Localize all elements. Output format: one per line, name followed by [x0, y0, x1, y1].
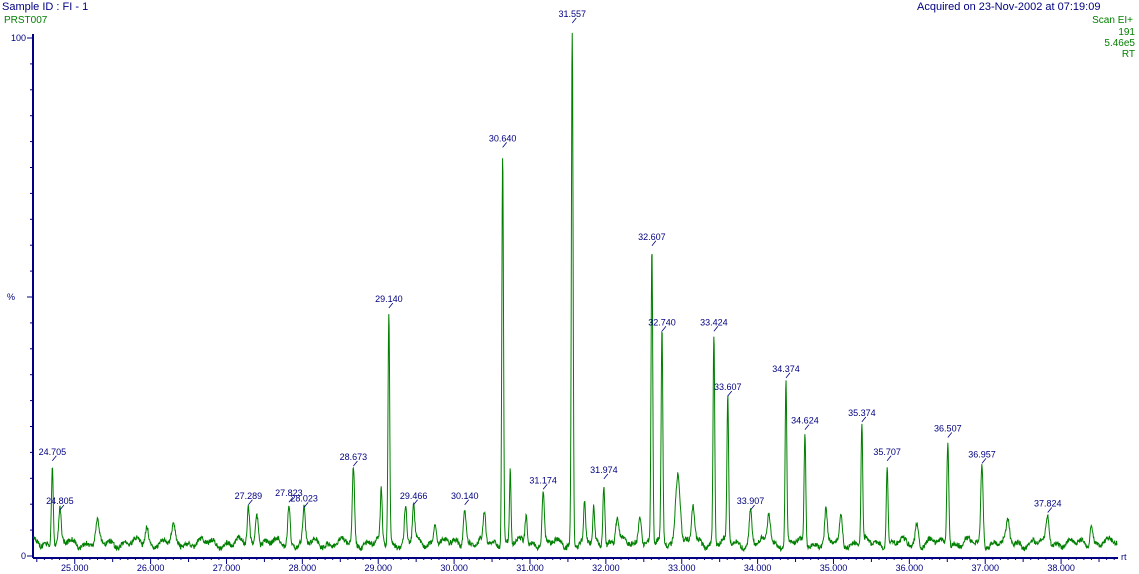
peak-leader [886, 455, 892, 462]
peak-label: 27.823 [275, 488, 303, 498]
file-name: PRST007 [4, 15, 48, 26]
max-intensity: 5.46e5 [1104, 38, 1135, 49]
peak-label: 36.507 [934, 423, 962, 433]
x-tick-label: 25.000 [61, 563, 89, 573]
x-tick-label: 32.000 [592, 563, 620, 573]
peak-leader [52, 455, 57, 462]
peak-label: 30.640 [489, 133, 517, 143]
peak-leader [542, 484, 548, 490]
peak-leader [785, 372, 791, 379]
acquired-timestamp: Acquired on 23-Nov-2002 at 07:19:09 [917, 1, 1101, 13]
peak-label: 33.424 [700, 317, 728, 327]
x-axis-label: rt [1121, 552, 1127, 562]
peak-leader [388, 302, 394, 309]
x-tick-label: 34.000 [744, 563, 772, 573]
trace-type: RT [1121, 49, 1135, 60]
peak-leader [661, 326, 667, 332]
x-tick-label: 36.000 [896, 563, 924, 573]
sample-id: Sample ID : FI - 1 [2, 1, 89, 13]
x-tick-label: 37.000 [971, 563, 999, 573]
peak-leader [603, 473, 609, 480]
peak-leader [713, 326, 719, 332]
peak-leader [727, 390, 733, 397]
y-axis-label: % [7, 292, 15, 302]
scan-mode: Scan EI+ [1092, 15, 1133, 26]
chromatogram-trace [33, 32, 1118, 553]
peak-leader [59, 504, 65, 511]
peak-leader [981, 458, 987, 464]
peak-leader [303, 502, 309, 508]
peak-label: 27.289 [235, 491, 263, 501]
peak-label: 35.707 [873, 447, 901, 457]
peak-label: 37.824 [1034, 499, 1062, 509]
x-tick-label: 33.000 [668, 563, 696, 573]
peak-leader [861, 416, 867, 423]
peak-label: 32.607 [638, 232, 666, 242]
peak-label: 30.140 [451, 491, 479, 501]
peak-leader [464, 499, 470, 506]
peak-label: 34.374 [772, 364, 800, 374]
x-tick-label: 38.000 [1047, 563, 1075, 573]
x-tick-label: 31.000 [516, 563, 544, 573]
peak-leader [1047, 507, 1053, 513]
x-tick-label: 35.000 [820, 563, 848, 573]
peak-label: 33.907 [737, 496, 765, 506]
peak-label: 35.374 [848, 408, 876, 418]
x-tick-label: 27.000 [213, 563, 241, 573]
peak-leader [571, 17, 577, 24]
y-tick-label: 100 [11, 33, 26, 43]
peak-label: 24.805 [46, 496, 74, 506]
peak-leader [947, 432, 953, 438]
x-tick-label: 26.000 [137, 563, 165, 573]
peak-label: 36.957 [968, 449, 996, 459]
peak-label: 31.174 [529, 475, 557, 485]
peak-leader [248, 499, 253, 506]
peak-label: 29.140 [375, 294, 403, 304]
peak-leader [353, 460, 358, 467]
peak-label: 31.557 [558, 9, 586, 19]
peak-label: 29.466 [400, 491, 428, 501]
peak-leader [804, 424, 810, 430]
peak-leader [750, 504, 755, 511]
peak-label: 34.624 [791, 416, 819, 426]
peak-label: 32.740 [648, 317, 676, 327]
y-tick-label: 0 [21, 551, 26, 561]
x-tick-label: 28.000 [289, 563, 317, 573]
peak-leader [288, 496, 294, 503]
peak-leader [502, 142, 507, 148]
peak-label: 31.974 [590, 465, 618, 475]
peak-leader [413, 499, 418, 506]
peak-label: 28.023 [290, 493, 318, 503]
x-tick-label: 29.000 [364, 563, 392, 573]
ion-mass: 191 [1118, 27, 1135, 38]
peak-leader [651, 240, 657, 247]
x-tick-label: 30.000 [440, 563, 468, 573]
peak-label: 28.673 [340, 452, 368, 462]
peak-label: 33.607 [714, 382, 742, 392]
peak-label: 24.705 [39, 447, 67, 457]
